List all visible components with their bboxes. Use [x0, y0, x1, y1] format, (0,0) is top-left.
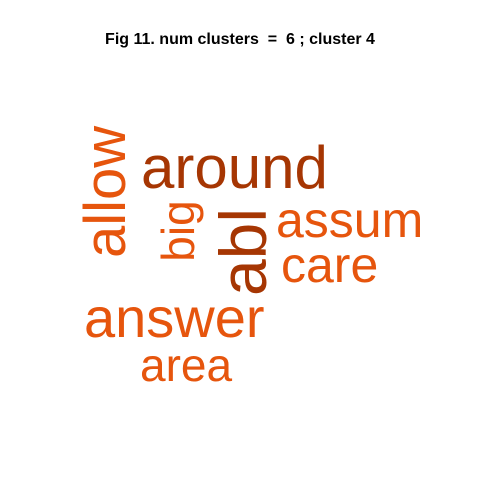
word-care: care	[281, 237, 379, 293]
word-answer: answer	[84, 286, 265, 349]
word-big: big	[152, 200, 204, 262]
word-around: around	[141, 134, 328, 201]
word-allow: allow	[73, 125, 138, 258]
figure-title: Fig 11. num clusters = 6 ; cluster 4	[105, 31, 375, 48]
word-assum: assum	[276, 192, 424, 248]
word-area: area	[140, 339, 233, 391]
